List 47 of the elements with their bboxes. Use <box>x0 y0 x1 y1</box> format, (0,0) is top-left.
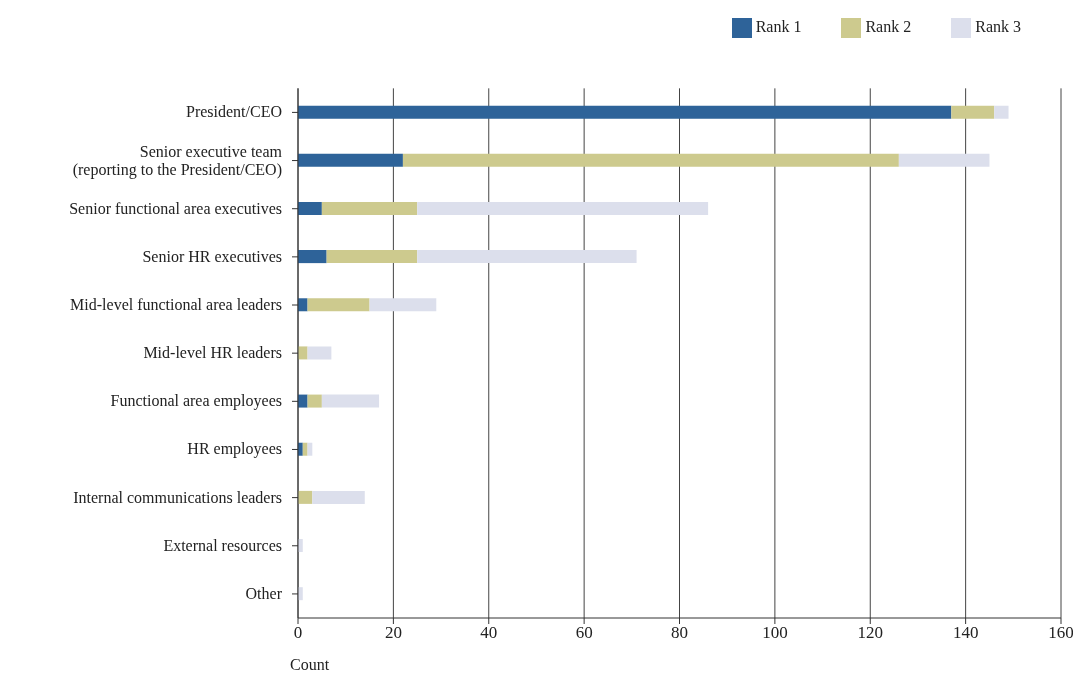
bar <box>321 394 380 408</box>
bar <box>369 298 437 312</box>
x-axis-title: Count <box>290 656 330 673</box>
bar <box>298 346 308 360</box>
bar <box>321 201 418 215</box>
bar <box>298 298 308 312</box>
y-tick-label: HR employees <box>187 440 282 459</box>
legend-label: Rank 1 <box>755 18 802 35</box>
bar <box>298 153 403 167</box>
y-tick-label: President/CEO <box>186 103 282 121</box>
bar <box>298 490 313 504</box>
y-tick-label: Functional area employees <box>110 392 282 411</box>
bar <box>307 394 322 408</box>
x-tick-label: 120 <box>857 623 883 643</box>
x-tick-label: 140 <box>952 623 979 643</box>
legend-label: Rank 2 <box>865 18 912 35</box>
bar <box>312 490 365 504</box>
bar <box>994 105 1009 119</box>
x-tick-label: 0 <box>293 623 303 643</box>
y-tick-label: External resources <box>163 536 282 554</box>
bar <box>402 153 899 167</box>
y-tick-label: Internal communications leaders <box>73 488 282 506</box>
x-tick-label: 100 <box>762 623 788 643</box>
y-tick-label: Senior executive team (reporting to the President/CEO) <box>72 142 283 179</box>
bar <box>298 394 308 408</box>
x-tick-label: 40 <box>480 623 498 643</box>
bar <box>298 250 327 264</box>
y-tick-label: Senior functional area executives <box>69 199 282 217</box>
bar <box>417 201 709 215</box>
y-tick-label: Senior HR executives <box>142 247 282 265</box>
bar <box>298 201 322 215</box>
bar <box>898 153 990 167</box>
bar <box>307 298 370 312</box>
y-tick-label: Mid-level functional area leaders <box>70 296 282 314</box>
bar <box>326 250 418 264</box>
y-tick-label: Mid-level HR leaders <box>143 344 282 362</box>
x-tick-label: 60 <box>575 623 593 643</box>
y-tick-label: Other <box>245 584 283 602</box>
bar <box>298 105 952 119</box>
bar <box>302 442 308 456</box>
bar <box>307 346 332 360</box>
x-tick-label: 160 <box>1048 623 1074 643</box>
bar <box>951 105 995 119</box>
x-tick-label: 20 <box>384 623 402 643</box>
legend-label: Rank 3 <box>975 18 1021 35</box>
x-tick-label: 80 <box>671 623 688 643</box>
bar <box>417 250 637 264</box>
